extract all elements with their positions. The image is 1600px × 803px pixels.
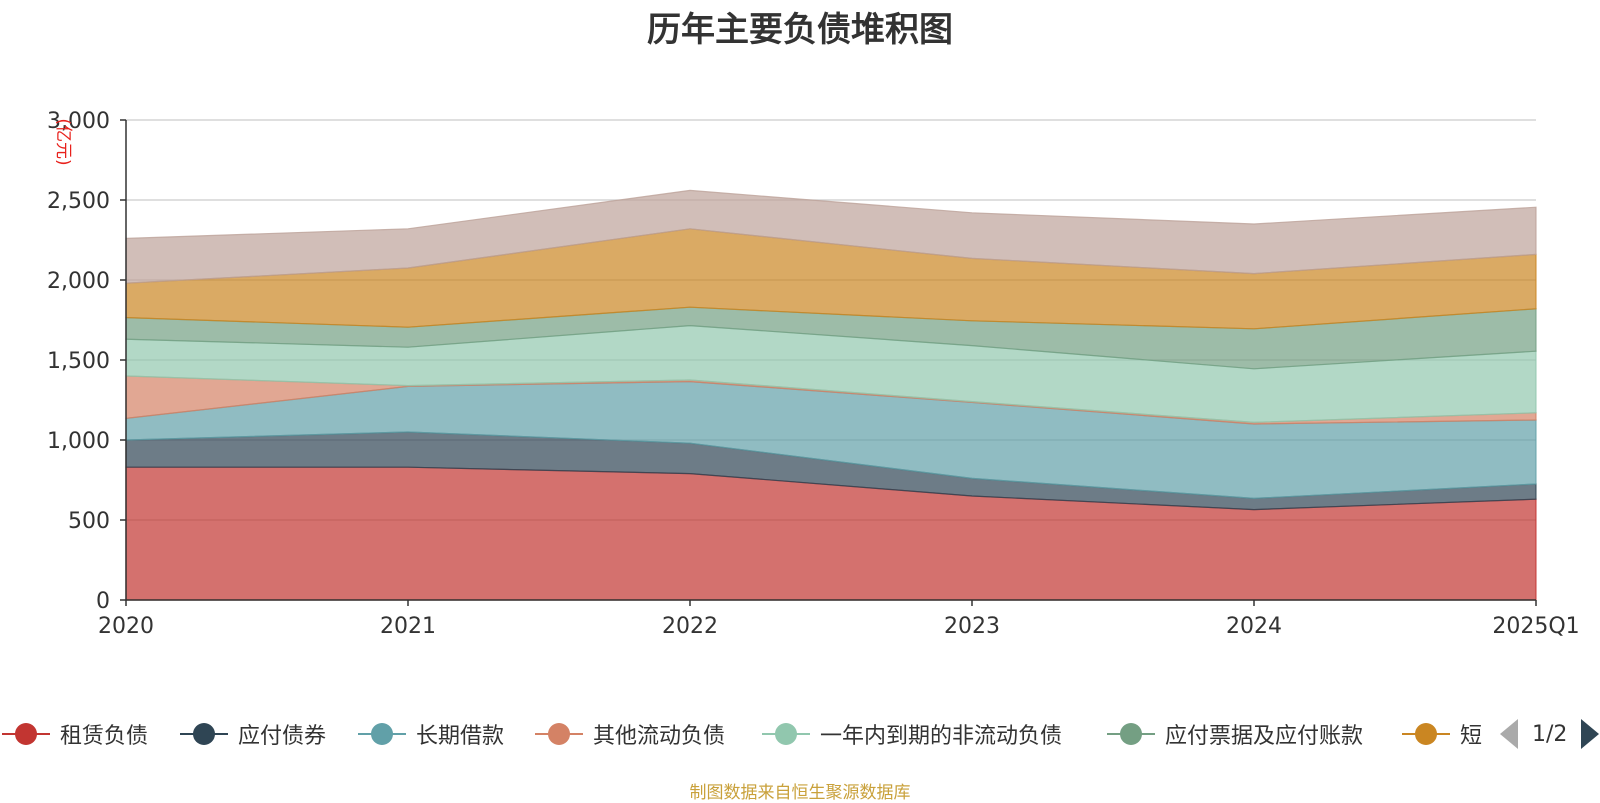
legend-pager: 1/2 bbox=[1500, 716, 1600, 752]
area-series-8 bbox=[125, 189, 1537, 284]
legend-marker-dot bbox=[548, 723, 570, 745]
legend-marker-dot bbox=[193, 723, 215, 745]
legend-marker-icon bbox=[762, 723, 810, 745]
y-tick-label: 1,500 bbox=[47, 349, 110, 374]
y-tick-label: 500 bbox=[68, 509, 110, 534]
legend-label: 租赁负债 bbox=[60, 724, 149, 749]
legend-item[interactable]: 短 bbox=[1400, 714, 1482, 754]
legend-item[interactable]: 一年内到期的非流动负债 bbox=[760, 714, 1062, 754]
legend-prev-page-icon[interactable] bbox=[1500, 719, 1518, 749]
legend-item[interactable]: 其他流动负债 bbox=[533, 714, 725, 754]
legend-marker-icon bbox=[1402, 723, 1450, 745]
y-tick-label: 1,000 bbox=[47, 429, 110, 454]
legend-next-page-icon[interactable] bbox=[1581, 719, 1600, 749]
y-tick-label: 3,000 bbox=[47, 109, 110, 134]
x-tick-label: 2021 bbox=[380, 614, 436, 639]
legend-label: 其他流动负债 bbox=[593, 724, 726, 749]
x-tick-label: 2020 bbox=[98, 614, 154, 639]
legend-label: 应付票据及应付账款 bbox=[1165, 724, 1364, 749]
legend-marker-icon bbox=[535, 723, 583, 745]
legend-marker-dot bbox=[775, 723, 797, 745]
legend: 租赁负债 应付债券 长期借款 其他流动负债 一年内到期的非流动负债 应付票据及应付账款 短 bbox=[0, 714, 1600, 754]
x-tick-label: 2024 bbox=[1226, 614, 1282, 639]
x-tick-label: 2025Q1 bbox=[1492, 614, 1579, 639]
legend-label: 短 bbox=[1460, 724, 1483, 749]
legend-marker-icon bbox=[2, 723, 50, 745]
legend-marker-dot bbox=[371, 723, 393, 745]
legend-page-indicator: 1/2 bbox=[1532, 721, 1568, 747]
legend-item[interactable]: 应付票据及应付账款 bbox=[1105, 714, 1363, 754]
area-series-layer bbox=[125, 189, 1537, 601]
y-axis-unit-label: (亿元) bbox=[53, 118, 73, 165]
legend-item[interactable]: 长期借款 bbox=[356, 714, 504, 754]
x-tick-label: 2023 bbox=[944, 614, 1000, 639]
legend-label: 应付债券 bbox=[238, 724, 327, 749]
legend-marker-dot bbox=[1415, 723, 1437, 745]
legend-marker-dot bbox=[15, 723, 37, 745]
legend-marker-icon bbox=[1107, 723, 1155, 745]
y-tick-label: 2,500 bbox=[47, 189, 110, 214]
legend-marker-icon bbox=[180, 723, 228, 745]
source-note: 制图数据来自恒生聚源数据库 bbox=[689, 783, 911, 803]
legend-item[interactable]: 应付债券 bbox=[178, 714, 326, 754]
y-tick-label: 0 bbox=[96, 589, 110, 614]
axes: 0 500 1,000 1,500 2,000 2,500 3,000 2020 2021 202… bbox=[47, 109, 1580, 639]
legend-label: 一年内到期的非流动负债 bbox=[820, 724, 1063, 749]
y-tick-label: 2,000 bbox=[47, 269, 110, 294]
legend-marker-dot bbox=[1120, 723, 1142, 745]
chart-title: 历年主要负债堆积图 bbox=[647, 10, 953, 50]
x-tick-label: 2022 bbox=[662, 614, 718, 639]
legend-marker-icon bbox=[358, 723, 406, 745]
legend-label: 长期借款 bbox=[416, 724, 505, 749]
legend-item[interactable]: 租赁负债 bbox=[0, 714, 148, 754]
